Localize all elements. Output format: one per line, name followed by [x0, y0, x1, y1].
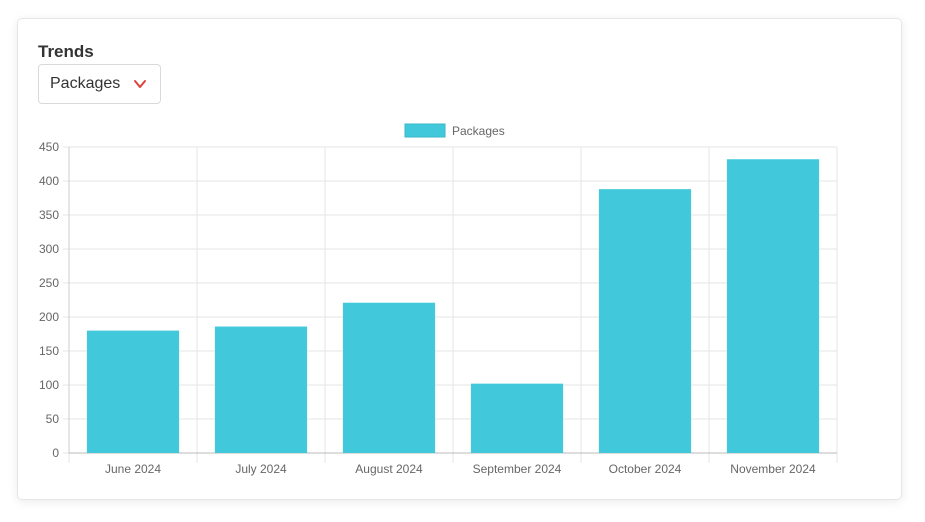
x-tick-label: July 2024: [235, 462, 287, 476]
y-tick-label: 450: [39, 140, 59, 154]
x-tick-label: September 2024: [473, 462, 562, 476]
y-tick-label: 0: [52, 446, 59, 460]
card-title: Trends: [38, 42, 94, 61]
legend-swatch: [404, 123, 446, 138]
bar: [86, 330, 180, 453]
legend-label: Packages: [452, 124, 505, 138]
bar: [342, 302, 436, 453]
y-tick-label: 100: [39, 378, 59, 392]
x-tick-label: August 2024: [355, 462, 423, 476]
metric-select[interactable]: Packages: [38, 64, 161, 104]
x-tick-label: October 2024: [609, 462, 682, 476]
y-tick-label: 250: [39, 276, 59, 290]
bar: [726, 159, 820, 454]
metric-select-value: Packages: [50, 75, 121, 92]
y-tick-label: 400: [39, 174, 59, 188]
bar: [598, 189, 692, 453]
bar: [214, 326, 308, 453]
y-tick-label: 300: [39, 242, 59, 256]
y-tick-label: 150: [39, 344, 59, 358]
y-tick-label: 50: [46, 412, 60, 426]
bar: [470, 383, 564, 453]
x-tick-label: November 2024: [730, 462, 816, 476]
x-tick-label: June 2024: [105, 462, 161, 476]
y-tick-label: 200: [39, 310, 59, 324]
y-tick-label: 350: [39, 208, 59, 222]
chevron-down-icon: [134, 80, 146, 88]
